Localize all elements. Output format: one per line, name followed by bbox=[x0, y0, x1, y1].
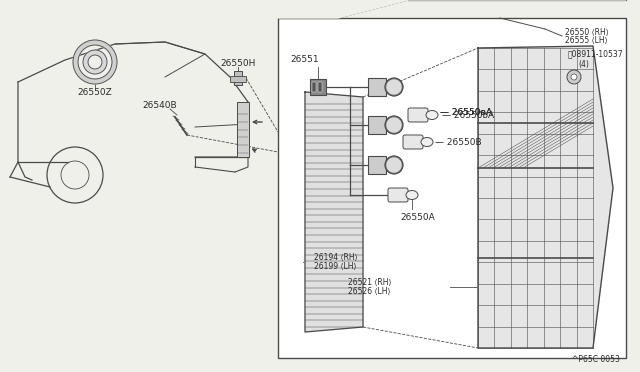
Bar bbox=[368, 78, 386, 96]
Polygon shape bbox=[278, 0, 626, 18]
Bar bbox=[278, 18, 626, 358]
Text: 26550A: 26550A bbox=[401, 213, 435, 222]
Text: 26540B: 26540B bbox=[143, 100, 177, 109]
Text: 26199 ⟨LH⟩: 26199 ⟨LH⟩ bbox=[314, 262, 356, 270]
FancyBboxPatch shape bbox=[408, 108, 428, 122]
Circle shape bbox=[571, 74, 577, 80]
Text: 26521 ⟨RH⟩: 26521 ⟨RH⟩ bbox=[348, 278, 392, 286]
Ellipse shape bbox=[421, 138, 433, 147]
Ellipse shape bbox=[406, 190, 418, 199]
Bar bbox=[368, 116, 386, 134]
Circle shape bbox=[385, 116, 403, 134]
Text: — 26550B: — 26550B bbox=[435, 138, 482, 147]
FancyBboxPatch shape bbox=[388, 188, 408, 202]
Text: (4): (4) bbox=[578, 60, 589, 68]
Wedge shape bbox=[73, 40, 117, 84]
Bar bbox=[230, 76, 246, 82]
Bar bbox=[318, 82, 322, 92]
Text: — 26550ᴅA: — 26550ᴅA bbox=[442, 110, 494, 119]
Circle shape bbox=[385, 78, 403, 96]
Text: 26555 ⟨LH⟩: 26555 ⟨LH⟩ bbox=[565, 35, 607, 45]
Polygon shape bbox=[305, 92, 363, 332]
Text: ⓝ08911-10537: ⓝ08911-10537 bbox=[568, 49, 623, 58]
Bar bbox=[368, 156, 386, 174]
Text: 26526 ⟨LH⟩: 26526 ⟨LH⟩ bbox=[348, 286, 390, 295]
Wedge shape bbox=[83, 50, 107, 74]
Text: ^P65C 0053: ^P65C 0053 bbox=[572, 355, 620, 364]
Circle shape bbox=[567, 70, 581, 84]
Bar bbox=[310, 79, 326, 95]
Circle shape bbox=[385, 156, 403, 174]
Text: 26550H: 26550H bbox=[220, 58, 256, 67]
Text: 26551: 26551 bbox=[291, 55, 319, 64]
Bar bbox=[312, 82, 316, 92]
Bar bbox=[234, 71, 242, 85]
Text: 26550 ⟨RH⟩: 26550 ⟨RH⟩ bbox=[565, 28, 609, 36]
Polygon shape bbox=[478, 46, 613, 348]
Ellipse shape bbox=[426, 110, 438, 119]
Bar bbox=[237, 102, 249, 157]
Text: 26194 ⟨RH⟩: 26194 ⟨RH⟩ bbox=[314, 253, 358, 262]
Text: 26550Z: 26550Z bbox=[77, 87, 113, 96]
FancyBboxPatch shape bbox=[403, 135, 423, 149]
Text: — 26550ᴅA: — 26550ᴅA bbox=[440, 108, 492, 116]
Text: — 26550ʀA: — 26550ʀA bbox=[440, 108, 492, 116]
